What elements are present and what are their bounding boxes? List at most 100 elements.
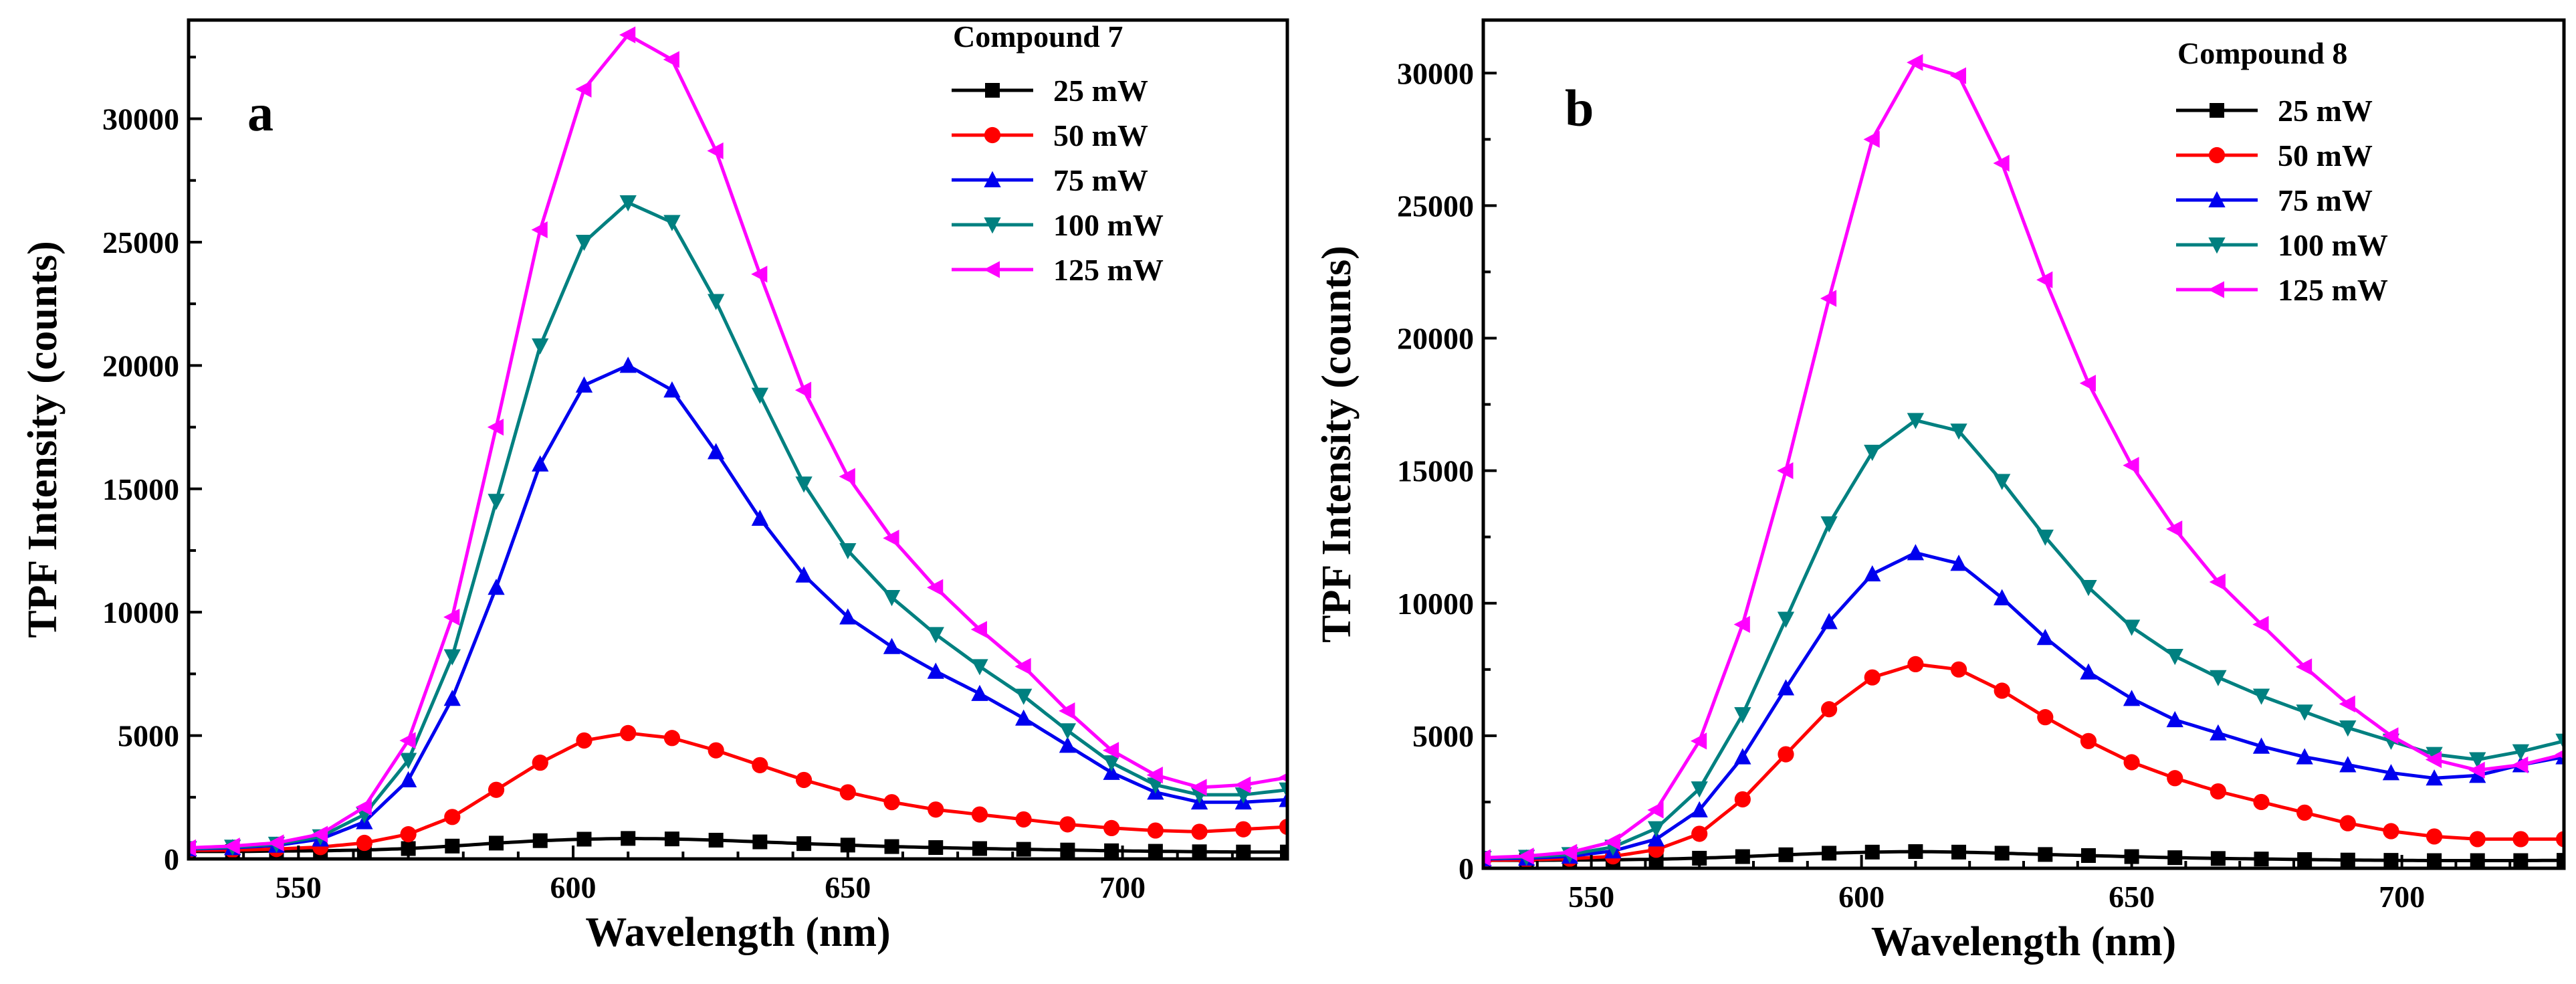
data-point: [1059, 702, 1075, 720]
data-point: [189, 839, 196, 857]
data-point: [1864, 669, 1881, 686]
data-point: [1691, 781, 1708, 798]
data-point: [1015, 811, 1032, 828]
data-point: [1103, 819, 1120, 836]
data-point: [972, 841, 987, 856]
data-point: [2382, 764, 2400, 781]
data-point: [443, 608, 460, 626]
data-point: [751, 509, 769, 526]
data-point: [2339, 695, 2355, 712]
series-125-mW: [1483, 54, 2564, 866]
panel-label: a: [247, 84, 274, 142]
data-point: [664, 831, 679, 847]
data-point: [2123, 457, 2139, 474]
data-point: [2425, 751, 2442, 769]
y-axis-title: TPF Intensity (counts): [20, 241, 66, 638]
series-125-mW: [189, 26, 1287, 857]
data-point: [1279, 782, 1287, 799]
data-point: [2252, 615, 2269, 633]
data-point: [752, 757, 768, 773]
data-point: [1060, 842, 1075, 858]
x-axis-title: Wavelength (nm): [585, 910, 890, 955]
data-point: [1949, 67, 1967, 84]
y-axis-title: TPF Intensity (counts): [1314, 245, 1360, 643]
data-point: [1647, 821, 1665, 838]
data-point: [2166, 710, 2183, 728]
data-point: [1102, 742, 1119, 759]
data-point: [2512, 744, 2530, 761]
data-point: [2339, 756, 2357, 773]
data-point: [1950, 661, 1967, 678]
data-point: [839, 608, 857, 625]
data-point: [2469, 752, 2486, 769]
data-point: [927, 579, 944, 596]
data-point: [2426, 769, 2443, 786]
y-tick-label: 20000: [102, 349, 179, 383]
data-point: [2210, 724, 2227, 741]
data-point: [1994, 474, 2011, 490]
data-point: [663, 730, 681, 747]
data-point: [532, 755, 548, 771]
data-point: [399, 732, 416, 749]
data-point: [795, 566, 813, 583]
x-tick-label: 650: [825, 870, 871, 904]
data-point: [1191, 823, 1208, 840]
legend-entry: 125 mW: [1053, 253, 1164, 287]
data-point: [971, 806, 988, 823]
data-point: [708, 742, 724, 759]
data-point: [355, 798, 372, 816]
data-point: [1279, 791, 1287, 807]
data-point: [1734, 791, 1751, 808]
data-point: [1236, 844, 1251, 859]
data-point: [311, 825, 328, 843]
x-tick-label: 650: [2109, 880, 2155, 914]
data-point: [2339, 720, 2357, 737]
data-point: [1734, 748, 1751, 765]
data-point: [2080, 663, 2097, 680]
series-50-mW: [1483, 656, 2564, 868]
legend-entry: 75 mW: [2278, 183, 2373, 217]
data-point: [1864, 444, 1881, 462]
data-point: [487, 418, 504, 436]
data-point: [1148, 844, 1163, 859]
data-point: [2468, 761, 2485, 779]
data-point: [1778, 847, 1794, 862]
data-point: [708, 832, 724, 848]
y-tick-label: 5000: [118, 719, 179, 753]
data-point: [1864, 565, 1881, 582]
data-point: [400, 826, 417, 843]
data-point: [1015, 688, 1033, 705]
data-point: [488, 781, 505, 798]
data-point: [1280, 844, 1287, 859]
data-point: [970, 621, 987, 638]
data-point: [1735, 849, 1750, 864]
data-point: [1235, 821, 1252, 838]
data-point: [971, 684, 988, 701]
data-point: [1692, 850, 1707, 866]
data-point: [620, 724, 637, 741]
data-point: [1278, 773, 1287, 783]
data-point: [1604, 833, 1620, 851]
data-point: [2296, 748, 2313, 765]
data-point: [2167, 850, 2183, 866]
legend-marker: [984, 171, 1001, 187]
legend-entry: 75 mW: [1053, 163, 1148, 197]
x-tick-label: 600: [550, 870, 597, 904]
data-point: [1863, 130, 1880, 148]
series-line: [1483, 551, 2564, 861]
data-point: [2296, 704, 2313, 721]
legend: Compound 7 25 mW 50 mW 75 mW 100 mW 125 mW: [952, 19, 1164, 287]
data-point: [707, 443, 725, 460]
data-point: [927, 662, 944, 679]
data-point: [1146, 766, 1163, 784]
data-point: [794, 381, 812, 399]
data-point: [1950, 423, 1967, 440]
data-point: [532, 338, 549, 355]
data-point: [795, 771, 813, 789]
data-point: [1279, 818, 1287, 835]
x-tick-label: 550: [276, 870, 322, 904]
chart-panel-a: 550 600 650 700 0 5000 10000 15000 20000 25000 300…: [20, 18, 1289, 955]
data-point: [1015, 709, 1033, 726]
data-point: [796, 836, 812, 852]
legend-entry: 50 mW: [1053, 118, 1148, 153]
